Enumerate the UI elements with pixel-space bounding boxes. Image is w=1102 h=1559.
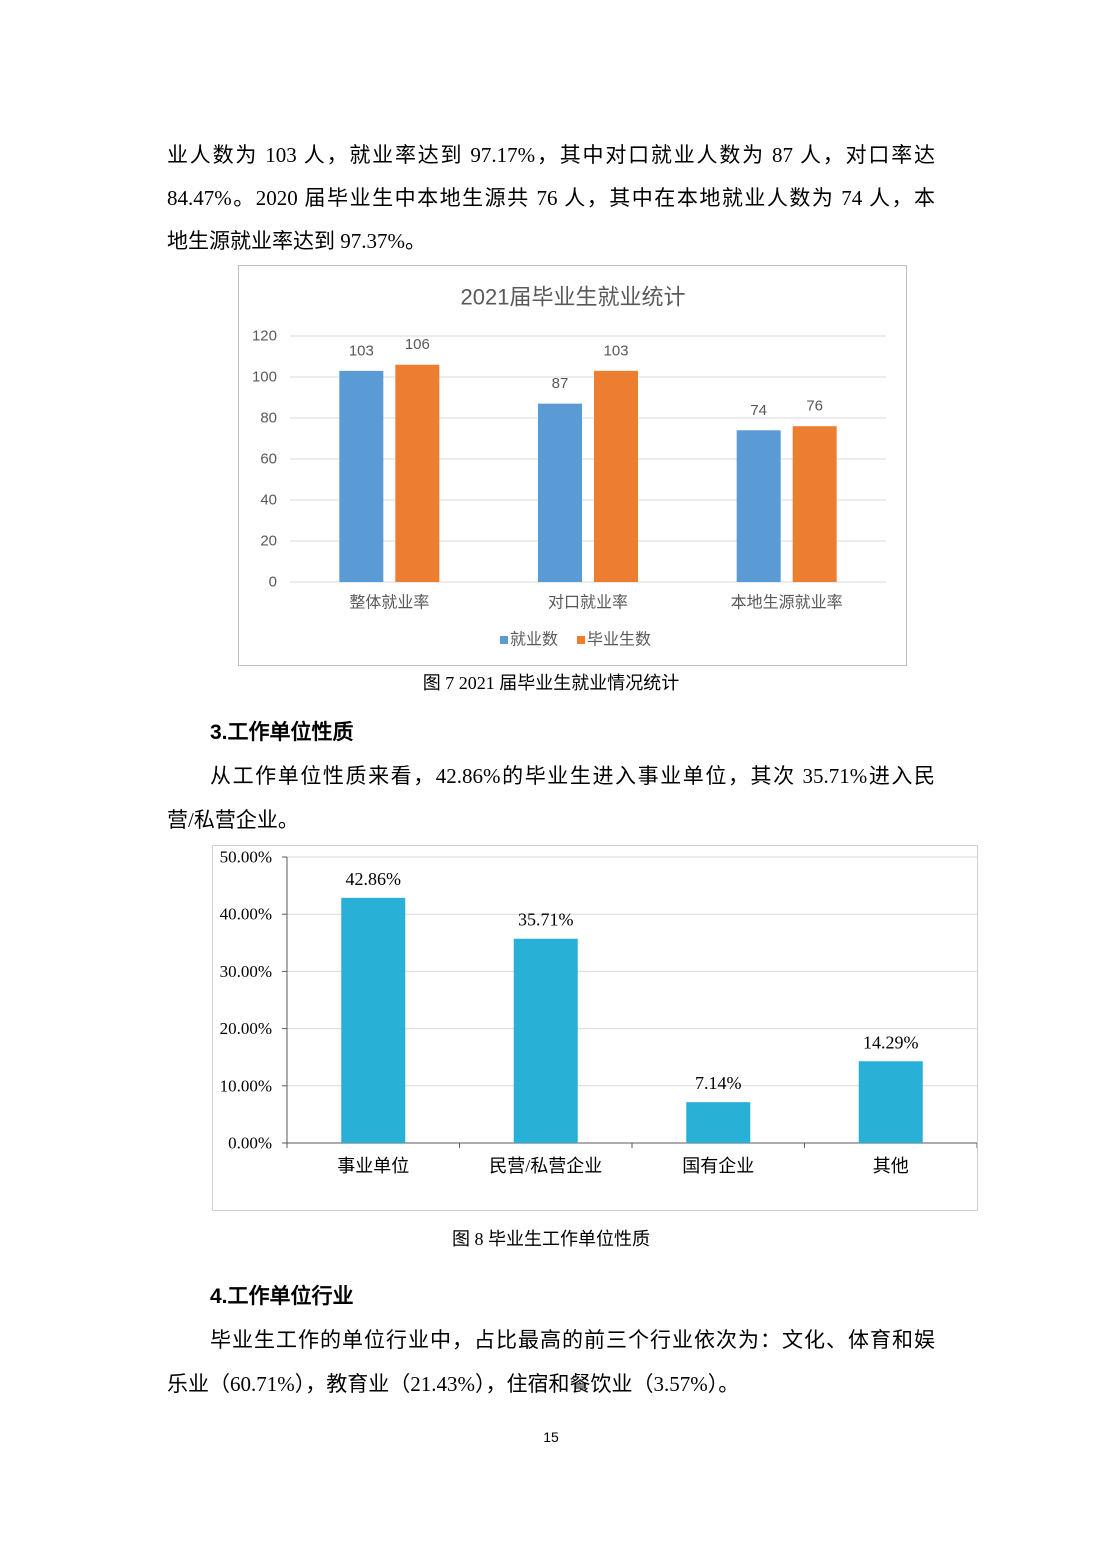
x-tick-label: 事业单位 [337,1156,409,1176]
bar [858,1061,923,1143]
data-label: 35.71% [518,910,574,930]
intro-line-3: 地生源就业率达到 97.37%。 [167,229,426,253]
data-label: 74 [750,402,767,419]
x-tick-label: 本地生源就业率 [731,594,843,612]
data-label: 106 [405,336,430,353]
legend-label: 毕业生数 [587,631,651,649]
section-4-line-2: 乐业（60.71%），教育业（21.43%），住宿和餐饮业（3.57%）。 [167,1372,740,1396]
y-tick-label: 40.00% [220,905,272,924]
bar [736,430,781,582]
figure-7-chart: 2021届毕业生就业统计 0 20 40 60 80 100 120 103 106 整体就业率 87… [238,265,907,666]
section-3-heading: 3.工作单位性质 [210,721,354,744]
y-tick-label: 20.00% [220,1019,272,1038]
employment-bar-chart: 2021届毕业生就业统计 0 20 40 60 80 100 120 103 106 整体就业率 87… [252,285,886,649]
y-tick-label: 80 [260,410,277,427]
data-label: 42.86% [346,869,402,889]
figure-8-caption: 图 8 毕业生工作单位性质 [452,1229,650,1249]
x-tick-label: 对口就业率 [548,594,628,612]
x-tick-label: 民营/私营企业 [489,1156,602,1176]
bar [686,1102,751,1143]
page-number: 15 [543,1429,559,1445]
intro-line-2: 84.47%。2020 届毕业生中本地生源共 76 人，其中在本地就业人数为 7… [167,186,935,210]
x-tick-label: 国有企业 [682,1156,754,1176]
y-tick-label: 0 [269,574,277,591]
bar [538,403,582,582]
y-tick-label: 100 [252,369,277,386]
intro-line-1: 业人数为 103 人，就业率达到 97.17%，其中对口就业人数为 87 人，对… [167,143,935,167]
bar [513,938,578,1143]
data-label: 7.14% [695,1073,742,1093]
figure-7-caption: 图 7 2021 届毕业生就业情况统计 [422,673,680,693]
bar [339,370,384,582]
section-3-line-1: 从工作单位性质来看，42.86%的毕业生进入事业单位，其次 35.71%进入民 [210,764,935,788]
bar [594,370,638,582]
y-tick-label: 20 [260,533,277,550]
data-label: 14.29% [863,1032,919,1052]
section-4-line-1: 毕业生工作的单位行业中，占比最高的前三个行业依次为：文化、体育和娱 [210,1328,935,1352]
x-tick-label: 其他 [873,1156,909,1176]
y-tick-label: 60 [260,451,277,468]
y-tick-label: 10.00% [220,1076,272,1095]
data-label: 87 [552,375,569,392]
section-4-heading: 4.工作单位行业 [210,1285,354,1308]
legend-swatch [500,636,508,644]
data-label: 103 [349,342,374,359]
y-tick-label: 120 [252,328,277,345]
data-label: 76 [806,398,823,415]
y-tick-label: 0.00% [228,1134,272,1153]
chart-title: 2021届毕业生就业统计 [461,285,686,310]
y-tick-label: 40 [260,492,277,509]
figure-8-chart: 0.00% 10.00% 20.00% 30.00% 40.00% 50.00% 42.86… [212,845,978,1211]
bar [395,364,440,582]
legend-swatch [577,636,585,644]
employer-type-bar-chart: 0.00% 10.00% 20.00% 30.00% 40.00% 50.00% 42.86… [220,848,977,1176]
section-3-line-2: 营/私营企业。 [167,808,299,832]
bar [341,897,406,1143]
legend-label: 就业数 [510,631,558,649]
x-tick-label: 整体就业率 [349,594,429,612]
bar [792,426,837,582]
y-tick-label: 30.00% [220,962,272,981]
y-tick-label: 50.00% [220,848,272,867]
data-label: 103 [603,342,628,359]
